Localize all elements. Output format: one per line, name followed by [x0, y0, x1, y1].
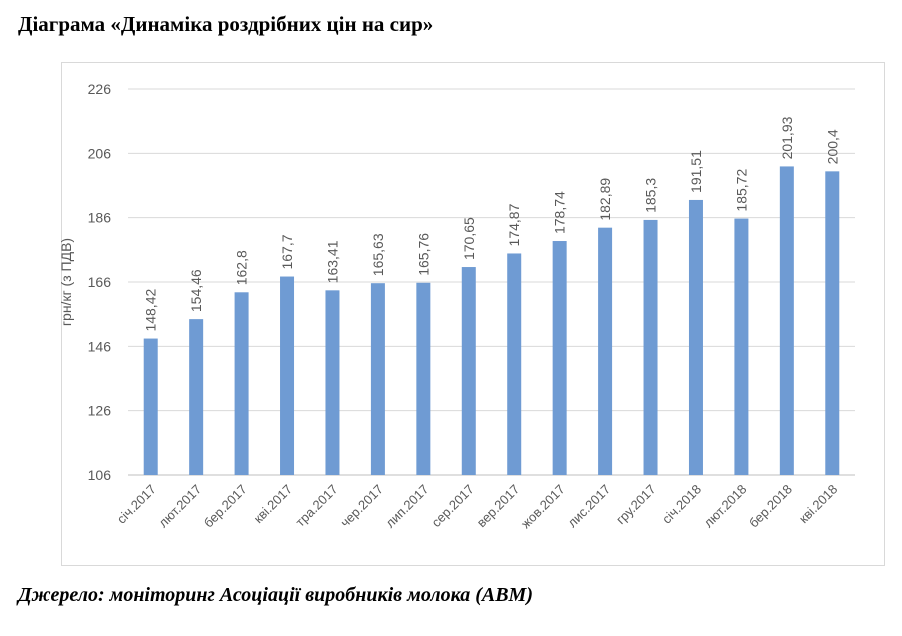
data-label: 154,46 — [188, 269, 204, 312]
bar — [143, 338, 158, 475]
bars — [143, 166, 840, 476]
x-tick-label: січ.2017 — [114, 482, 159, 527]
bar — [598, 227, 613, 475]
y-tick-labels: 106 126 146 166 186 206 226 — [88, 81, 112, 483]
source-note: Джерело: моніторинг Асоціації виробників… — [18, 584, 533, 606]
y-tick-label: 226 — [88, 81, 112, 97]
data-label: 148,42 — [143, 289, 159, 332]
data-label: 163,41 — [324, 240, 340, 283]
data-label: 200,4 — [824, 129, 840, 164]
bar — [370, 283, 385, 475]
x-tick-label: лип.2017 — [382, 482, 431, 531]
bar — [507, 253, 522, 475]
data-label: 191,51 — [688, 150, 704, 193]
x-tick-label: лис.2017 — [565, 482, 614, 531]
data-label: 185,72 — [733, 169, 749, 212]
bar — [325, 290, 340, 475]
bar — [552, 241, 567, 475]
data-label: 201,93 — [779, 116, 795, 159]
x-tick-label: лют.2018 — [701, 482, 750, 531]
data-label: 162,8 — [234, 250, 250, 285]
x-tick-label: кві.2018 — [796, 482, 841, 527]
data-label: 178,74 — [552, 191, 568, 234]
x-tick-label: гру.2017 — [613, 482, 659, 528]
data-label: 165,63 — [370, 233, 386, 276]
y-axis-label: грн/кг (з ПДВ) — [58, 238, 74, 326]
bar — [189, 319, 204, 475]
value-labels: 148,42 154,46 162,8 167,7 163,41 165,63 165,76… — [143, 116, 841, 331]
x-tick-label: лют.2017 — [155, 482, 204, 531]
page-title: Діаграма «Динаміка роздрібних цін на сир… — [18, 12, 434, 36]
x-tick-label: тра.2017 — [293, 482, 341, 530]
data-label: 170,65 — [461, 217, 477, 260]
bar — [461, 267, 476, 475]
y-tick-label: 206 — [88, 145, 112, 161]
x-tick-label: вер.2017 — [474, 482, 523, 531]
x-tick-label: січ.2018 — [659, 482, 704, 527]
bar — [416, 282, 431, 475]
x-tick-label: кві.2017 — [251, 482, 296, 527]
x-tick-label: чер.2017 — [337, 482, 386, 531]
bar — [234, 292, 249, 475]
y-tick-label: 166 — [88, 274, 112, 290]
x-tick-label: бер.2018 — [746, 482, 795, 531]
data-label: 165,76 — [415, 233, 431, 276]
bar — [280, 276, 295, 475]
bar — [779, 166, 794, 475]
bar — [688, 199, 703, 475]
y-tick-label: 186 — [88, 210, 112, 226]
x-tick-label: жов.2017 — [518, 482, 568, 532]
y-tick-label: 106 — [88, 467, 112, 483]
y-tick-label: 146 — [88, 338, 112, 354]
bar — [643, 219, 658, 475]
x-tick-label: бер.2017 — [201, 482, 250, 531]
bar — [734, 218, 749, 476]
gridlines — [128, 88, 855, 476]
bar — [825, 171, 840, 475]
x-tick-label: сер.2017 — [428, 482, 476, 530]
y-tick-label: 126 — [88, 403, 112, 419]
data-label: 167,7 — [279, 234, 295, 269]
data-label: 185,3 — [643, 178, 659, 213]
data-label: 182,89 — [597, 178, 613, 221]
data-label: 174,87 — [506, 203, 522, 246]
